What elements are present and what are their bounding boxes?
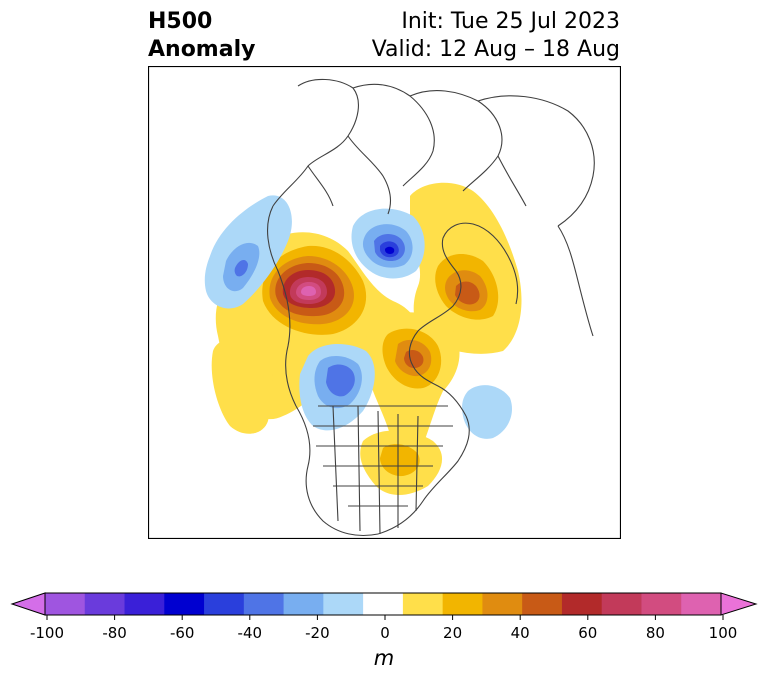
trough-anomaly-atlantic <box>462 385 513 439</box>
colorbar-swatch <box>641 593 682 615</box>
ridge-anomaly-pacific <box>211 337 273 434</box>
colorbar-tick-label: 80 <box>645 624 665 642</box>
colorbar-extend-high <box>720 592 758 616</box>
colorbar-tick-label: 100 <box>708 624 738 642</box>
colorbar-swatch <box>204 593 245 615</box>
colorbar-swatch <box>402 593 444 615</box>
map-subtitle: Init: Tue 25 Jul 2023 Valid: 12 Aug – 18… <box>372 8 620 64</box>
colorbar-tick-label: 60 <box>578 624 598 642</box>
colorbar-swatch <box>363 593 404 615</box>
colorbar-tick-label: -60 <box>169 624 195 642</box>
colorbar-extend-low <box>10 592 46 616</box>
colorbar-swatch <box>164 593 205 615</box>
colorbar-swatch <box>45 593 86 615</box>
trough-anomaly-arctic <box>351 208 425 279</box>
colorbar-outline <box>44 592 722 616</box>
valid-range: Valid: 12 Aug – 18 Aug <box>371 37 620 62</box>
colorbar-swatch <box>442 593 483 615</box>
title-type: Anomaly <box>148 37 256 62</box>
colorbar-swatch <box>522 593 563 615</box>
colorbar-swatch <box>482 593 523 615</box>
trough-anomaly-canada <box>299 344 375 431</box>
ridge-anomaly-central <box>363 312 460 462</box>
colorbar-swatch <box>124 593 165 615</box>
colorbar-tick-label: 20 <box>443 624 463 642</box>
land-outlines <box>267 78 595 537</box>
colorbar-swatches <box>10 592 758 616</box>
title-field: H500 <box>148 9 213 34</box>
colorbar-tick-label: -40 <box>237 624 263 642</box>
colorbar-swatch <box>323 593 364 615</box>
init-date: Init: Tue 25 Jul 2023 <box>401 9 620 34</box>
colorbar <box>10 592 758 620</box>
ridge-anomaly-east-us <box>360 430 443 495</box>
colorbar-tick-label: -100 <box>29 624 65 642</box>
colorbar-tick-label: -80 <box>102 624 127 642</box>
colorbar-swatch <box>243 593 285 615</box>
colorbar-tick-label: 40 <box>510 624 530 642</box>
colorbar-units: m <box>373 646 395 670</box>
anomaly-map <box>148 66 621 539</box>
colorbar-tick-label: 0 <box>380 624 390 642</box>
map-title: H500 Anomaly <box>148 8 255 64</box>
colorbar-swatch <box>283 593 324 615</box>
colorbar-swatch <box>84 593 126 615</box>
colorbar-tick-label: -20 <box>305 624 330 642</box>
colorbar-swatch <box>681 593 722 615</box>
colorbar-swatch <box>601 593 642 615</box>
colorbar-ticks <box>46 615 724 620</box>
trough-anomaly-pacific <box>204 195 292 309</box>
colorbar-swatch <box>561 593 603 615</box>
